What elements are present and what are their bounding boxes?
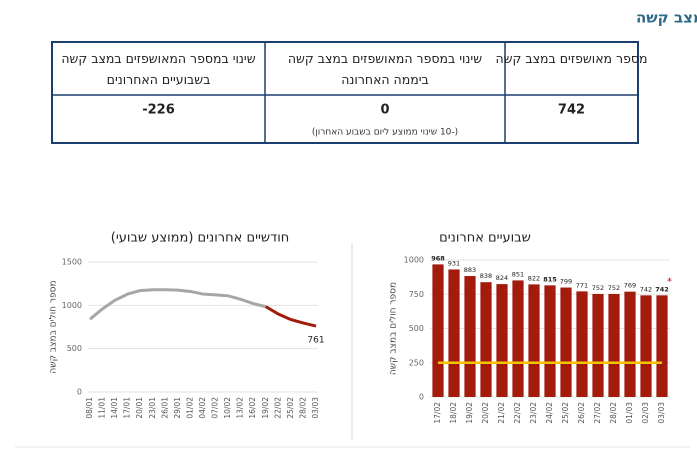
line-series	[265, 305, 317, 328]
x-tick-label: 04/02	[198, 397, 207, 419]
summary-table	[51, 41, 639, 144]
x-tick-label: 29/01	[173, 397, 182, 419]
data-label: 815	[543, 275, 557, 283]
x-tick-label: 03/03	[657, 402, 666, 424]
bar	[496, 284, 508, 397]
x-tick-label: 25/02	[286, 397, 295, 419]
y-tick-label: 1000	[62, 301, 82, 310]
table-note: (-10 שינוי ממוצע ליום בשבוע האחרון)	[312, 128, 458, 138]
data-label: 822	[528, 274, 540, 282]
y-tick-label: 750	[409, 290, 424, 299]
table-header: מספר מאושפזים במצב קשה	[496, 51, 648, 66]
chart-title: חודשיים אחרונים (ממוצע שבועי)	[111, 231, 290, 246]
bar	[528, 284, 540, 397]
x-tick-label: 01/02	[185, 397, 194, 419]
x-tick-label: 17/02	[433, 402, 442, 424]
bar	[656, 295, 668, 397]
bar	[576, 291, 588, 397]
data-label: 742	[640, 285, 652, 293]
y-axis-label: מספר חולים במצב קשה	[389, 282, 399, 375]
bar	[448, 269, 460, 397]
data-label: 838	[480, 272, 492, 280]
x-tick-label: 27/02	[593, 402, 602, 424]
data-label: 968	[431, 254, 445, 262]
x-tick-label: 19/02	[261, 397, 270, 419]
y-tick-label: 500	[409, 324, 424, 333]
bar	[560, 287, 572, 397]
y-tick-label: 250	[409, 358, 424, 367]
x-tick-label: 08/01	[85, 397, 94, 419]
bar	[608, 293, 620, 397]
x-tick-label: 22/02	[513, 402, 522, 424]
annotation: *	[667, 276, 672, 287]
data-label: 771	[576, 281, 588, 289]
bar	[544, 285, 556, 397]
y-tick-label: 0	[419, 393, 424, 402]
data-label: 851	[512, 270, 524, 278]
x-tick-label: 02/03	[641, 402, 650, 424]
x-tick-label: 24/02	[545, 402, 554, 424]
bar	[464, 276, 476, 397]
x-tick-label: 26/01	[160, 397, 169, 419]
x-tick-label: 20/01	[135, 397, 144, 419]
data-label: 769	[624, 282, 636, 290]
x-tick-label: 22/02	[273, 397, 282, 419]
page-title: חולים במצב קשה	[636, 9, 697, 27]
line-series	[89, 288, 267, 321]
data-label: 883	[464, 266, 476, 274]
x-tick-label: 21/02	[497, 402, 506, 424]
x-tick-label: 07/02	[211, 397, 220, 419]
y-axis-label: מספר חולים במצב קשה	[49, 280, 59, 373]
data-label: 761	[307, 336, 324, 346]
y-tick-label: 1000	[404, 256, 424, 265]
x-tick-label: 11/01	[98, 397, 107, 419]
data-label: 752	[592, 284, 604, 292]
bar	[640, 295, 652, 397]
x-tick-label: 23/02	[529, 402, 538, 424]
table-header: שינוי במספר המאושפזים במצב קשה ביממה האחר…	[288, 51, 482, 87]
x-tick-label: 18/02	[449, 402, 458, 424]
table-header: שינוי במספר המאושפזים במצב קשה בשבועיים ה…	[61, 51, 255, 87]
x-tick-label: 10/02	[223, 397, 232, 419]
y-tick-label: 1500	[62, 258, 82, 267]
bar	[592, 293, 604, 397]
x-tick-label: 13/02	[236, 397, 245, 419]
y-tick-label: 0	[77, 388, 82, 397]
data-label: 742	[655, 285, 669, 293]
x-tick-label: 25/02	[561, 402, 570, 424]
x-tick-label: 20/02	[481, 402, 490, 424]
data-label: 824	[496, 274, 508, 282]
x-tick-label: 03/03	[311, 397, 320, 419]
bar	[432, 264, 444, 397]
x-tick-label: 26/02	[577, 402, 586, 424]
y-tick-label: 500	[67, 344, 82, 353]
bar	[480, 282, 492, 397]
bar	[624, 291, 636, 397]
x-tick-label: 28/02	[609, 402, 618, 424]
bar	[512, 280, 524, 397]
x-tick-label: 28/02	[298, 397, 307, 419]
table-value: 0	[380, 103, 389, 118]
table-value: 742	[558, 103, 585, 118]
data-label: 931	[448, 259, 460, 267]
x-tick-label: 17/01	[123, 397, 132, 419]
table-value: -226	[142, 103, 175, 118]
data-label: 752	[608, 284, 620, 292]
x-tick-label: 19/02	[465, 402, 474, 424]
x-tick-label: 16/02	[248, 397, 257, 419]
table-border	[51, 41, 639, 144]
chart-title: שבועיים אחרונים	[439, 231, 531, 246]
x-tick-label: 01/03	[625, 402, 634, 424]
x-tick-label: 14/01	[110, 397, 119, 419]
data-label: 799	[560, 278, 572, 286]
x-tick-label: 23/01	[148, 397, 157, 419]
